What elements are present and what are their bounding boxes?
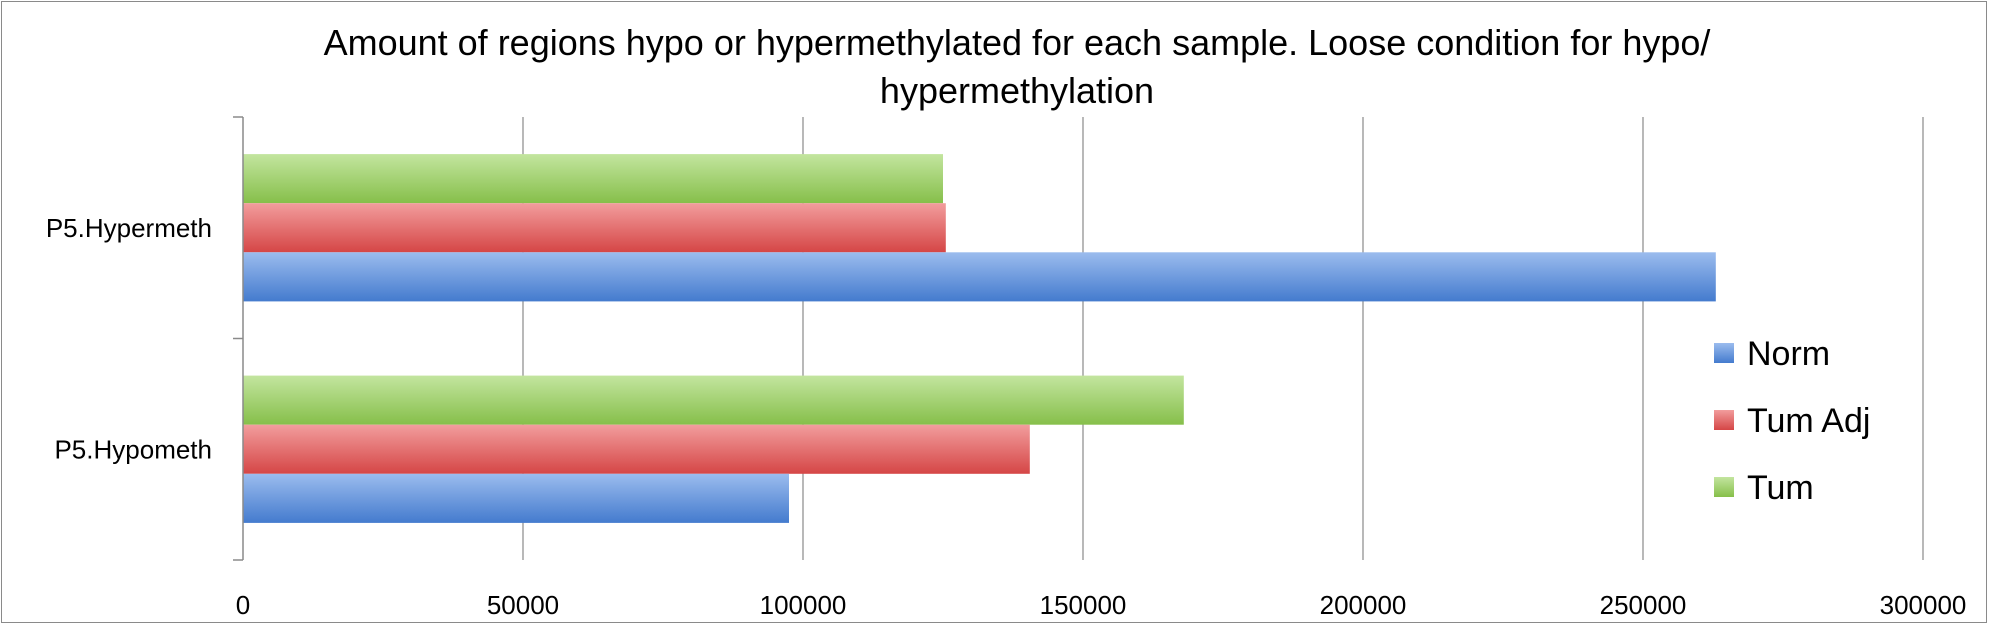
legend-swatch bbox=[1714, 343, 1734, 363]
bars bbox=[243, 154, 1716, 523]
legend-label: Tum Adj bbox=[1747, 402, 1870, 440]
bar-tum-1 bbox=[243, 375, 1184, 425]
chart-title: Amount of regions hypo or hypermethylate… bbox=[324, 22, 1711, 111]
bar-tum-adj-1 bbox=[243, 424, 1030, 474]
bar-tum-adj-0 bbox=[243, 203, 946, 253]
x-tick-labels: 0 50000 100000 150000 200000 250000 300000 bbox=[236, 590, 1967, 620]
chart-title-line-2: hypermethylation bbox=[880, 70, 1154, 111]
chart-title-line-1: Amount of regions hypo or hypermethylate… bbox=[324, 22, 1711, 63]
legend-swatch bbox=[1714, 410, 1734, 430]
x-tick-label: 150000 bbox=[1040, 590, 1127, 620]
x-tick-label: 250000 bbox=[1600, 590, 1687, 620]
x-tick-label: 0 bbox=[236, 590, 250, 620]
legend-label: Tum bbox=[1747, 469, 1814, 507]
legend: Norm Tum Adj Tum bbox=[1714, 335, 1870, 507]
bar-norm-1 bbox=[243, 473, 789, 523]
axes bbox=[233, 116, 244, 561]
category-label: P5.Hypometh bbox=[54, 434, 212, 464]
x-tick-label: 200000 bbox=[1320, 590, 1407, 620]
category-labels: P5.Hypermeth P5.Hypometh bbox=[46, 213, 212, 465]
category-label: P5.Hypermeth bbox=[46, 213, 212, 243]
legend-swatch bbox=[1714, 477, 1734, 497]
bar-tum-0 bbox=[243, 154, 943, 204]
x-tick-label: 50000 bbox=[487, 590, 559, 620]
x-tick-label: 300000 bbox=[1880, 590, 1967, 620]
x-tick-label: 100000 bbox=[760, 590, 847, 620]
bar-norm-0 bbox=[243, 252, 1716, 302]
legend-label: Norm bbox=[1747, 335, 1830, 373]
